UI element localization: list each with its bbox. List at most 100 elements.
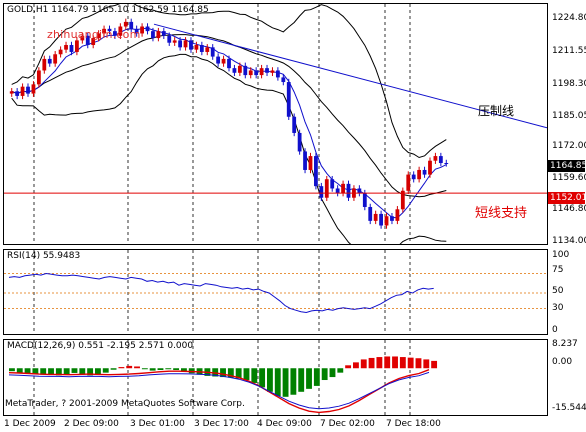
candle-body	[194, 45, 199, 50]
macd-tick: 0.00	[552, 357, 573, 367]
macd-histogram-bar	[306, 368, 312, 389]
candle-body	[417, 169, 422, 180]
symbol-title: GOLD,H1 1164.79 1165.10 1162.59 1164.85	[7, 5, 209, 15]
bollinger-middle-line	[11, 34, 447, 198]
macd-histogram-bar	[165, 368, 172, 370]
candle-body	[9, 91, 14, 94]
candle-body	[210, 47, 215, 57]
macd-histogram-bar	[298, 368, 305, 392]
macd-histogram-bar	[9, 368, 15, 372]
macd-histogram-bar	[55, 368, 62, 376]
candle-body	[314, 156, 318, 187]
candle-body	[248, 70, 253, 76]
candle-body	[31, 84, 36, 94]
candle-body	[113, 31, 117, 36]
candle-body	[319, 186, 324, 198]
candle-body	[265, 68, 269, 73]
resistance-trendline	[153, 23, 547, 129]
candle-body	[47, 58, 52, 64]
macd-histogram-bar	[227, 368, 234, 378]
candle-body	[172, 40, 177, 43]
macd-histogram-bar	[399, 357, 406, 369]
candle-body	[324, 179, 329, 198]
macd-signal-line	[8, 369, 430, 414]
candle-body	[64, 45, 68, 50]
macd-histogram-bar	[102, 368, 109, 373]
bollinger-upper-line	[11, 4, 447, 159]
macd-histogram-bar	[126, 365, 133, 369]
macd-histogram-bar	[141, 368, 148, 370]
candle-body	[379, 213, 383, 226]
candle-body	[20, 86, 25, 96]
candle-body	[237, 65, 242, 73]
candle-body	[80, 35, 85, 41]
macd-histogram-bar	[337, 368, 344, 373]
price-tick: 1224.80	[552, 13, 586, 23]
candle-body	[270, 70, 275, 73]
candle-body	[297, 132, 302, 152]
rsi-title: RSI(14) 55.9483	[7, 251, 81, 261]
candle-body	[205, 47, 210, 52]
macd-histogram-bar	[188, 368, 195, 374]
macd-histogram-bar	[157, 368, 164, 371]
candle-body	[69, 45, 74, 52]
rsi-tick: 30	[552, 303, 564, 313]
time-tick: 1 Dec 2009	[4, 419, 56, 429]
macd-histogram-bar	[173, 368, 180, 371]
macd-histogram-bar	[274, 368, 281, 397]
candle-body	[36, 70, 41, 85]
candle-body	[107, 28, 112, 32]
price-tick: 1198.30	[552, 79, 586, 89]
candle-body	[259, 68, 264, 76]
candle-body	[53, 54, 58, 64]
candle-body	[254, 70, 259, 76]
macd-title: MACD(12,26,9) 0.551 -2.195 2.571 0.000	[7, 341, 194, 351]
candle-body	[346, 183, 351, 198]
macd-histogram-bar	[431, 360, 438, 369]
candle-body	[178, 40, 183, 48]
macd-histogram-bar	[63, 368, 70, 375]
candle-body	[151, 31, 155, 39]
macd-histogram-bar	[259, 368, 266, 388]
candle-body	[390, 216, 394, 221]
macd-histogram-bar	[329, 368, 336, 378]
candle-body	[286, 82, 291, 117]
candle-body	[189, 40, 193, 50]
time-tick: 7 Dec 18:00	[386, 419, 441, 429]
macd-pane[interactable]: MACD(12,26,9) 0.551 -2.195 2.571 0.000	[3, 339, 548, 416]
price-chart-pane[interactable]: GOLD,H1 1164.79 1165.10 1162.59 1164.85 …	[3, 3, 548, 245]
macd-histogram-bar	[313, 368, 320, 386]
candle-body	[275, 70, 280, 78]
candle-body	[134, 28, 139, 34]
candle-body	[411, 174, 416, 180]
support-label: 短线支持	[475, 206, 528, 221]
bollinger-lower-line	[11, 53, 447, 244]
price-tick: 1159.60	[552, 173, 586, 183]
price-tick: 1211.55	[552, 46, 586, 56]
macd-histogram-bar	[220, 368, 226, 378]
time-tick: 7 Dec 02:00	[320, 419, 375, 429]
candle-body	[129, 21, 134, 29]
candle-body	[281, 77, 286, 83]
macd-histogram-bar	[110, 368, 117, 370]
copyright-text: MetaTrader, ? 2001-2009 MetaQuotes Softw…	[5, 399, 245, 409]
macd-histogram-bar	[376, 357, 383, 369]
candle-body	[123, 21, 128, 27]
rsi-pane[interactable]: RSI(14) 55.9483	[3, 249, 548, 335]
macd-histogram-bar	[95, 368, 101, 375]
macd-histogram-bar	[423, 359, 430, 369]
candle-body	[395, 209, 400, 221]
macd-histogram-bar	[282, 368, 289, 397]
macd-histogram-bar	[181, 368, 187, 372]
price-tick: 1185.05	[552, 111, 586, 121]
macd-histogram-bar	[212, 368, 219, 377]
candle-body	[221, 58, 226, 64]
macd-histogram-bar	[360, 359, 367, 369]
candle-body	[384, 216, 389, 226]
candle-body	[216, 56, 221, 64]
candle-body	[341, 183, 345, 194]
macd-histogram-bar	[345, 365, 352, 369]
candle-body	[428, 160, 432, 175]
time-tick: 3 Dec 01:00	[130, 419, 185, 429]
resistance-label: 压制线	[478, 104, 515, 118]
